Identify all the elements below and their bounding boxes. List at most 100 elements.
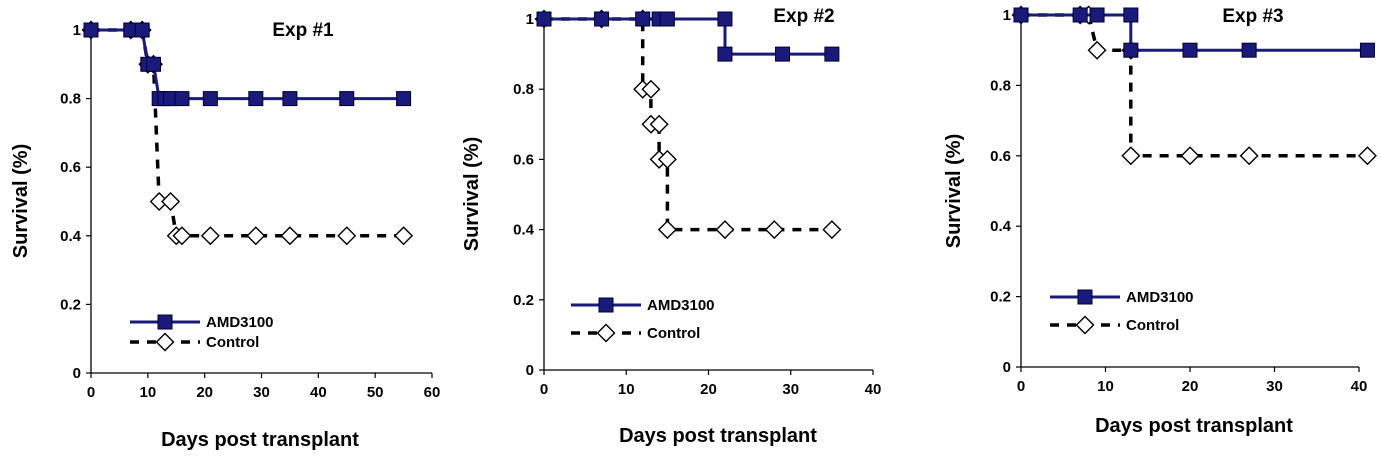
series-control (81, 20, 414, 246)
legend-label: AMD3100 (647, 297, 715, 314)
y-tick-label: 1 (1003, 7, 1011, 24)
data-point-control (280, 226, 300, 246)
y-tick-label: 0 (73, 365, 81, 382)
x-tick-label: 30 (253, 384, 270, 401)
x-tick-label: 40 (865, 381, 882, 398)
data-point-amd3100 (83, 22, 99, 38)
data-point-amd3100 (174, 91, 190, 107)
data-point-amd3100 (594, 11, 610, 27)
legend-entry-amd3100: AMD3100 (130, 314, 274, 331)
series-line-amd3100 (91, 28, 404, 101)
data-point-amd3100 (775, 46, 791, 62)
data-point-amd3100 (824, 46, 840, 62)
data-point-amd3100 (536, 11, 552, 27)
data-point-amd3100 (202, 91, 218, 107)
data-point-control (764, 220, 784, 240)
data-point-control (161, 192, 181, 211)
legend-marker (598, 297, 614, 313)
legend-entry-amd3100: AMD3100 (1050, 289, 1194, 306)
x-tick-label: 20 (700, 381, 717, 398)
x-tick-label: 10 (618, 381, 635, 398)
y-axis-label: Survival (%) (10, 144, 32, 258)
legend-label: Control (1126, 317, 1179, 334)
legend-entry-amd3100: AMD3100 (571, 297, 715, 314)
y-tick-label: 0.4 (60, 228, 82, 245)
data-point-amd3100 (339, 91, 355, 107)
y-tick-label: 1 (526, 11, 534, 28)
data-point-control (200, 226, 220, 246)
y-tick-label: 0.4 (513, 222, 535, 239)
series-amd3100 (536, 11, 840, 62)
data-point-amd3100 (134, 22, 150, 38)
legend-label: Control (206, 334, 259, 351)
legend-label: Control (647, 325, 700, 342)
x-tick-label: 10 (139, 384, 156, 401)
y-tick-label: 0 (526, 362, 534, 379)
x-tick-label: 60 (424, 384, 441, 401)
legend-marker (157, 314, 173, 330)
x-axis-label: Days post transplant (619, 425, 817, 447)
x-axis-label: Days post transplant (161, 429, 359, 451)
data-point-amd3100 (1182, 42, 1198, 58)
y-tick-label: 0.8 (990, 77, 1011, 94)
y-tick-label: 0.6 (990, 148, 1011, 165)
series-amd3100 (1013, 7, 1375, 58)
x-tick-label: 0 (1017, 378, 1025, 395)
data-point-control (394, 226, 414, 246)
series-amd3100 (83, 22, 412, 107)
x-tick-label: 10 (1097, 378, 1114, 395)
legend-label: AMD3100 (206, 314, 274, 331)
data-point-amd3100 (1089, 7, 1105, 23)
legend-marker (155, 332, 175, 352)
data-point-amd3100 (1241, 42, 1257, 58)
data-point-control (822, 220, 842, 240)
x-axis-label: Days post transplant (1095, 415, 1293, 437)
y-tick-label: 0 (1003, 359, 1011, 376)
x-tick-label: 20 (1182, 378, 1199, 395)
data-point-control (1180, 146, 1200, 166)
series-control (1011, 5, 1377, 166)
legend-marker (596, 323, 616, 343)
data-point-control (172, 226, 192, 246)
x-tick-label: 40 (1351, 378, 1368, 395)
data-point-control (246, 226, 266, 246)
x-tick-label: 0 (87, 384, 95, 401)
x-tick-label: 20 (196, 384, 213, 401)
data-point-amd3100 (1123, 7, 1139, 23)
data-point-control (657, 149, 677, 169)
legend-entry-control: Control (130, 332, 259, 352)
data-point-amd3100 (1072, 7, 1088, 23)
x-tick-label: 30 (1266, 378, 1283, 395)
data-point-amd3100 (717, 11, 733, 27)
data-point-control (715, 220, 735, 240)
chart-title: Exp #2 (773, 6, 834, 27)
data-point-control (1121, 146, 1141, 166)
data-point-amd3100 (1123, 42, 1139, 58)
data-point-control (1357, 146, 1377, 166)
y-tick-label: 0.2 (990, 289, 1011, 306)
legend-entry-control: Control (1050, 315, 1179, 335)
y-axis-label: Survival (%) (943, 134, 965, 248)
legend-label: AMD3100 (1126, 289, 1194, 306)
data-point-amd3100 (717, 46, 733, 62)
x-tick-label: 30 (782, 381, 799, 398)
chart-title: Exp #1 (272, 20, 334, 41)
data-point-control (657, 220, 677, 240)
x-tick-label: 50 (367, 384, 384, 401)
y-axis-label: Survival (%) (461, 137, 483, 251)
data-point-amd3100 (1359, 42, 1375, 58)
data-point-control (1087, 40, 1107, 60)
x-tick-label: 0 (540, 381, 548, 398)
y-tick-label: 0.6 (60, 159, 81, 176)
data-point-control (1239, 146, 1259, 166)
y-tick-label: 0.2 (513, 292, 534, 309)
data-point-amd3100 (248, 91, 264, 107)
y-tick-label: 0.6 (513, 151, 534, 168)
data-point-amd3100 (659, 11, 675, 27)
data-point-amd3100 (635, 11, 651, 27)
x-tick-label: 40 (310, 384, 327, 401)
